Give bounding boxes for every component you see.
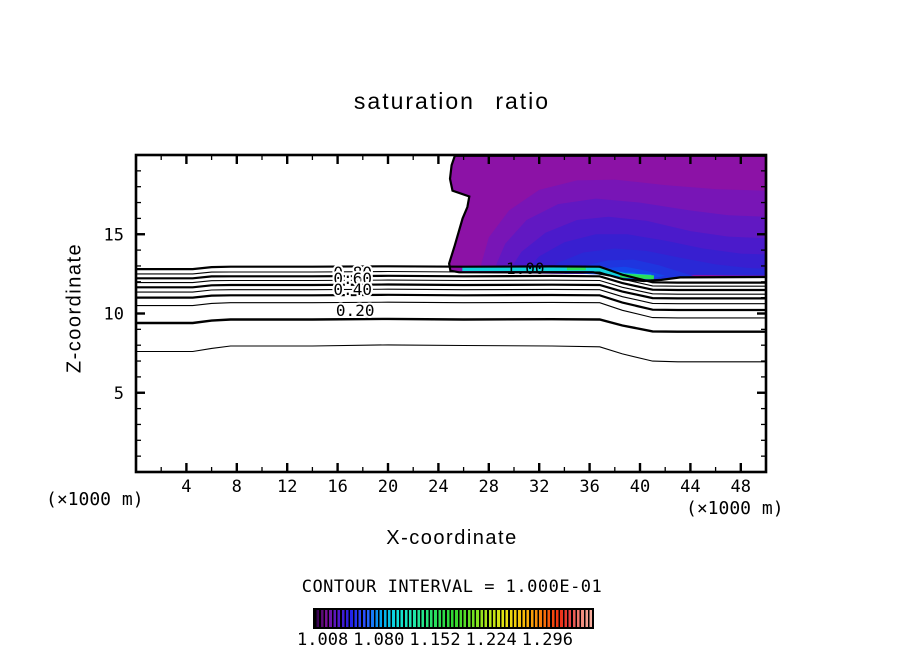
y-tick-label: 15 [104, 225, 124, 245]
contour-line-0.4 [136, 293, 766, 312]
contour-line-0.1 [136, 344, 766, 363]
contour-line-0.5 [136, 288, 766, 305]
contour-line-0.6 [136, 283, 766, 300]
contour-line-0.9 [136, 270, 766, 287]
colorbar-label: 1.296 [521, 630, 573, 650]
contour-label: 0.60 [333, 269, 372, 288]
x-tick-label: 28 [479, 477, 499, 497]
contour-line-1 [136, 265, 766, 284]
contour-label: 0.40 [333, 280, 372, 299]
chart-title: saturation ratio [353, 88, 551, 114]
x-tick-label: 24 [428, 477, 448, 497]
colorbar-label: 1.152 [409, 630, 461, 650]
contour-label: 0.80 [333, 263, 372, 282]
contour-label: 0.20 [336, 301, 375, 320]
x-unit-note-right: (×1000 m) [686, 498, 784, 519]
colorbar-label: 1.224 [465, 630, 517, 650]
x-tick-label: 8 [232, 477, 242, 497]
x-tick-label: 36 [579, 477, 599, 497]
colorbar-label: 1.008 [297, 630, 349, 650]
x-tick-label: 4 [181, 477, 191, 497]
y-axis-title: Z-coordinate [63, 242, 86, 374]
contour-interval-text: CONTOUR INTERVAL = 1.000E-01 [301, 577, 603, 597]
x-tick-label: 40 [630, 477, 650, 497]
x-tick-label: 16 [327, 477, 347, 497]
y-tick-label: 10 [104, 305, 124, 325]
x-tick-label: 48 [731, 477, 751, 497]
colorbar-label: 1.080 [353, 630, 405, 650]
x-axis-title: X-coordinate [386, 527, 518, 549]
contour-line-0.8 [136, 274, 766, 292]
x-unit-note-left: (×1000 m) [46, 489, 144, 510]
contour-line-0.3 [136, 301, 766, 319]
colorbar-labels: 1.008 1.080 1.152 1.224 1.296 [297, 630, 573, 650]
contour-line-0.2 [136, 317, 766, 333]
x-tick-label: 12 [277, 477, 297, 497]
x-tick-label: 44 [680, 477, 700, 497]
contour-label: 1.00 [506, 259, 545, 278]
y-tick-label: 5 [114, 384, 124, 404]
x-tick-label: 20 [378, 477, 398, 497]
contour-line-0.7 [136, 279, 766, 295]
x-tick-label: 32 [529, 477, 549, 497]
colorbar [313, 608, 594, 629]
